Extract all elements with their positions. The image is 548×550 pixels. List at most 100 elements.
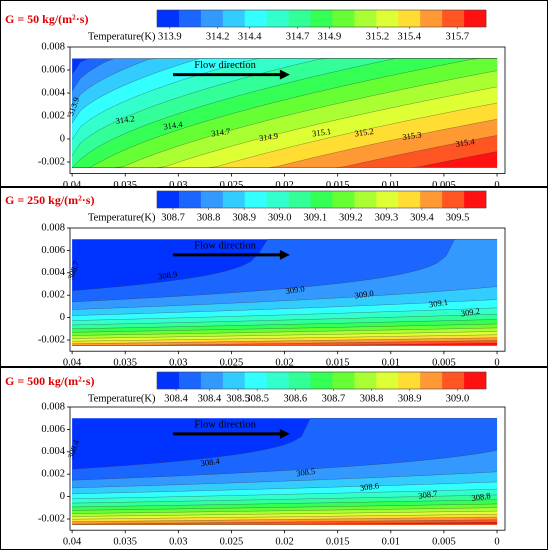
colorbar-tick-label: 309.0 — [446, 393, 470, 404]
colorbar-swatch — [310, 191, 333, 208]
colorbar-frame — [156, 9, 487, 28]
contour-label: 308.4 — [200, 456, 221, 469]
annotation: Flow direction — [194, 240, 256, 251]
contour-line — [72, 471, 498, 489]
contour-line — [72, 494, 498, 504]
y-tick-label: 0.006 — [41, 64, 65, 75]
x-tick-label: 0.03 — [169, 180, 187, 191]
x-tick-label: 0 — [494, 537, 499, 548]
colorbar-tick-label: 315.7 — [445, 31, 469, 42]
colorbar-tick-label: 309.4 — [410, 212, 434, 223]
panel: G = 500 kg/(m²·s) Temperature(K) 308.4 308.… — [0, 367, 548, 550]
colorbar-swatch — [266, 10, 289, 27]
panel: G = 250 kg/(m²·s) Temperature(K) 308.7 308.… — [0, 187, 548, 369]
contour-line — [72, 238, 498, 303]
colorbar-tick-label: 308.8 — [197, 212, 221, 223]
colorbar-tick-label: 314.9 — [318, 31, 342, 42]
arrow-head — [279, 69, 290, 80]
colorbar-swatch — [398, 10, 421, 27]
contour-line — [72, 327, 498, 336]
colorbar-swatch — [266, 191, 289, 208]
colorbar-swatch — [420, 191, 443, 208]
contour-label: 309.1 — [428, 297, 448, 310]
contour-label: 308.8 — [471, 490, 491, 503]
contour-line — [72, 340, 498, 346]
contour-label: 314.9 — [258, 131, 278, 144]
plot-frame — [69, 227, 506, 352]
colorbar-swatch — [442, 191, 465, 208]
y-tick-label: -0.002 — [38, 334, 65, 345]
colorbar-tick-label: 308.5 — [226, 393, 250, 404]
x-tick-label: 0.005 — [432, 358, 456, 369]
contour-label: 314.7 — [211, 126, 231, 139]
colorbar-tick-label: 308.7 — [161, 212, 185, 223]
colorbar-swatch — [178, 372, 202, 389]
colorbar-swatch — [332, 372, 355, 389]
colorbar-swatch — [200, 191, 224, 208]
colorbar-tick-label: 314.7 — [286, 31, 310, 42]
contour-line — [72, 58, 498, 168]
colorbar-tick-label: 309.2 — [339, 212, 363, 223]
arrow-head — [279, 249, 290, 260]
colorbar-tick-label: 308.9 — [232, 212, 256, 223]
x-tick-label: 0.025 — [220, 537, 244, 548]
colorbar-swatch — [178, 191, 202, 208]
contour-line — [72, 238, 498, 291]
contour-label: 314.4 — [163, 119, 184, 132]
contour-label: 308.6 — [359, 480, 379, 493]
colorbar-swatch — [266, 372, 289, 389]
contour-label: 308.5 — [296, 466, 316, 479]
panel-title: G = 50 kg/(m²·s) — [5, 12, 88, 26]
contour-line — [72, 507, 498, 514]
contour-line — [72, 334, 498, 342]
plot-frame — [69, 406, 506, 531]
colorbar-swatch — [222, 10, 246, 27]
colorbar-swatch — [222, 372, 246, 389]
y-tick-label: 0 — [60, 491, 65, 502]
colorbar-swatch — [157, 372, 180, 389]
colorbar-tick-label: 308.9 — [398, 393, 422, 404]
x-tick-label: 0.03 — [169, 358, 187, 369]
y-tick-label: 0.002 — [41, 290, 65, 301]
colorbar-frame — [156, 371, 487, 390]
panel-title: G = 250 kg/(m²·s) — [5, 193, 94, 207]
colorbar-tick-label: 315.2 — [366, 31, 390, 42]
y-tick-label: 0.008 — [41, 401, 65, 412]
colorbar-swatch — [376, 191, 399, 208]
x-tick-label: 0.015 — [326, 180, 350, 191]
colorbar-swatch — [398, 191, 421, 208]
colorbar-swatch — [244, 191, 267, 208]
y-tick-label: -0.002 — [38, 156, 65, 167]
colorbar-tick-label: 309.1 — [303, 212, 327, 223]
y-tick-label: 0.004 — [41, 267, 65, 278]
contour-line — [72, 513, 498, 520]
colorbar-swatch — [464, 372, 487, 389]
colorbar-frame — [156, 190, 487, 209]
x-tick-label: 0.005 — [432, 537, 456, 548]
y-tick-label: 0.002 — [41, 110, 65, 121]
x-tick-label: 0.025 — [220, 358, 244, 369]
contour-line — [72, 331, 498, 339]
y-tick-label: 0.006 — [41, 245, 65, 256]
x-tick-label: 0.01 — [382, 180, 400, 191]
x-tick-label: 0.035 — [113, 180, 137, 191]
colorbar-swatch — [420, 372, 443, 389]
colorbar-swatch — [157, 191, 180, 208]
colorbar-tick-label: 313.9 — [158, 31, 182, 42]
x-tick-label: 0.02 — [275, 358, 293, 369]
contour-line — [72, 319, 498, 330]
contour-line — [72, 488, 498, 500]
field-band — [72, 135, 498, 168]
colorbar-swatch — [464, 10, 487, 27]
y-tick-label: 0.002 — [41, 469, 65, 480]
x-tick-label: 0 — [494, 358, 499, 369]
colorbar-swatch — [288, 10, 311, 27]
y-tick-label: 0.008 — [41, 222, 65, 233]
y-tick-label: -0.002 — [38, 513, 65, 524]
panel-title: G = 500 kg/(m²·s) — [5, 374, 94, 388]
colorbar-swatch — [354, 10, 377, 27]
colorbar-tick-label: 309.5 — [446, 212, 470, 223]
colorbar-swatch — [332, 10, 355, 27]
y-tick-label: 0.004 — [41, 87, 65, 98]
